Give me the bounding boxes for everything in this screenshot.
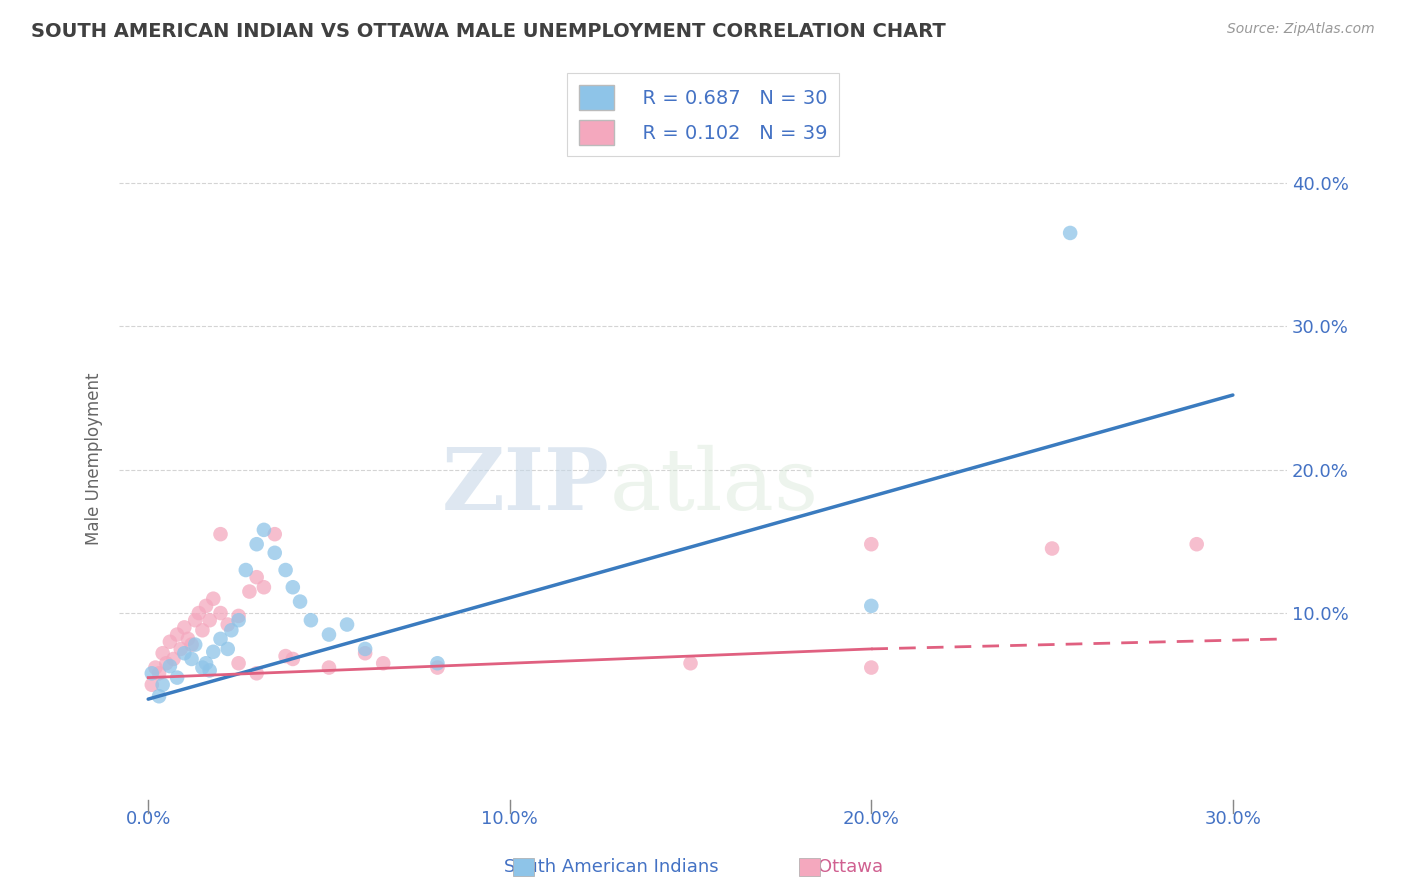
Point [173,646,195,660]
Point [253,523,276,537]
Point [426,657,449,671]
Point [170,641,193,656]
Point [184,613,207,627]
Text: SOUTH AMERICAN INDIAN VS OTTAWA MALE UNEMPLOYMENT CORRELATION CHART: SOUTH AMERICAN INDIAN VS OTTAWA MALE UNE… [31,22,946,41]
Text: Ottawa: Ottawa [818,858,883,876]
Point [148,666,170,681]
Point [202,645,225,659]
Point [318,627,340,641]
Point [274,649,297,664]
Text: South American Indians: South American Indians [505,858,718,876]
Point [162,652,184,666]
Point [180,638,202,652]
Point [263,546,285,560]
Y-axis label: Male Unemployment: Male Unemployment [86,373,103,545]
Point [191,660,214,674]
Point [860,599,883,613]
Point [354,646,377,660]
Text: Source: ZipAtlas.com: Source: ZipAtlas.com [1227,22,1375,37]
Point [209,632,232,646]
Point [679,657,702,671]
Point [184,638,207,652]
Point [860,537,883,551]
Point [228,613,250,627]
Point [274,563,297,577]
Text: atlas: atlas [610,444,818,528]
Point [263,527,285,541]
Point [195,657,218,671]
Point [209,527,232,541]
Point [1185,537,1208,551]
Point [221,624,243,638]
Point [166,627,188,641]
Point [426,660,449,674]
Point [159,634,181,648]
Point [336,617,359,632]
Point [145,660,167,674]
Point [354,641,377,656]
Point [288,594,311,608]
Point [159,659,181,673]
Point [202,591,225,606]
Point [177,632,200,646]
Point [141,678,163,692]
Point [195,599,218,613]
Point [155,657,177,671]
Point [246,666,269,681]
Point [1059,226,1081,240]
Point [148,690,170,704]
Point [187,606,209,620]
Point [198,613,221,627]
Point [238,584,260,599]
Point [253,580,276,594]
Point [173,620,195,634]
Point [299,613,322,627]
Point [141,666,163,681]
Point [228,608,250,623]
Point [281,652,304,666]
Point [1040,541,1063,556]
Point [228,657,250,671]
Point [180,652,202,666]
Point [860,660,883,674]
Point [246,570,269,584]
Point [246,537,269,551]
Point [152,646,174,660]
Point [217,641,239,656]
Text: ZIP: ZIP [441,444,610,528]
Point [152,678,174,692]
Point [217,617,239,632]
Point [166,671,188,685]
Point [209,606,232,620]
Point [235,563,257,577]
Point [373,657,395,671]
Point [191,624,214,638]
Point [318,660,340,674]
Point [198,664,221,678]
Point [281,580,304,594]
Legend:   R = 0.687   N = 30,   R = 0.102   N = 39: R = 0.687 N = 30, R = 0.102 N = 39 [568,73,839,156]
